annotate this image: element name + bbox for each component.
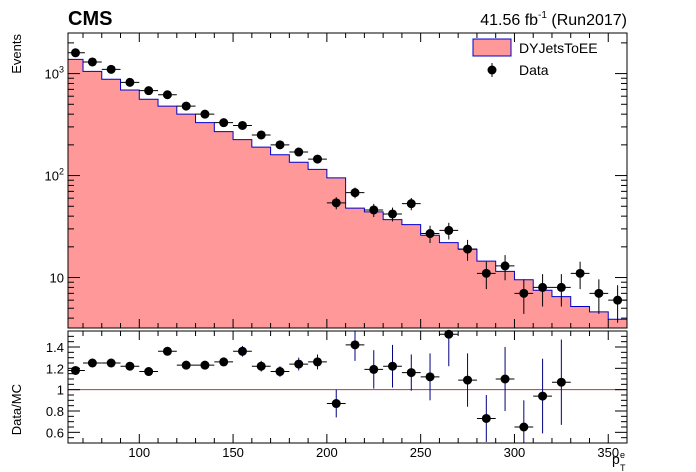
luminosity-label: 41.56 fb-1 (Run2017)	[480, 10, 627, 29]
x-tick-label: 100	[128, 445, 150, 460]
x-tick-label: 200	[316, 445, 338, 460]
x-tick-label: 350	[597, 445, 619, 460]
ratio-y-tick-label: 1.4	[46, 340, 64, 355]
ratio-point	[312, 357, 322, 367]
data-point	[444, 225, 454, 235]
ratio-point	[144, 367, 154, 377]
ratio-point	[350, 340, 360, 350]
ratio-point	[369, 364, 379, 374]
data-point	[237, 120, 247, 130]
legend-mc-swatch	[472, 38, 512, 57]
data-point	[594, 288, 604, 298]
ratio-point	[444, 329, 454, 339]
data-point	[162, 90, 172, 100]
data-point	[575, 268, 585, 278]
data-point	[219, 118, 229, 128]
ratio-point	[162, 346, 172, 356]
ratio-point	[106, 358, 116, 368]
ratio-point	[538, 391, 548, 401]
experiment-label: CMS	[68, 8, 112, 30]
ratio-point	[425, 372, 435, 382]
ratio-point	[181, 360, 191, 370]
ratio-y-axis-title: Data/MC	[9, 384, 24, 435]
ratio-point	[406, 368, 416, 378]
ratio-point	[500, 374, 510, 384]
x-axis-title-subscript: T	[620, 463, 626, 472]
ratio-point	[219, 357, 229, 367]
x-axis-title: p	[612, 451, 620, 467]
data-point	[71, 48, 81, 58]
legend-data-marker	[487, 65, 497, 75]
ratio-y-tick-label: 0.8	[46, 404, 64, 419]
y-tick-label: 103	[45, 65, 64, 82]
data-point	[144, 86, 154, 96]
data-point	[294, 147, 304, 157]
data-point	[331, 198, 341, 208]
data-point	[106, 64, 116, 74]
ratio-point	[125, 361, 135, 371]
ratio-point	[519, 422, 529, 432]
data-point	[200, 109, 210, 119]
ratio-point	[200, 360, 210, 370]
data-point	[350, 188, 360, 198]
data-point	[87, 57, 97, 67]
ratio-point	[87, 358, 97, 368]
y-axis-title: Events	[9, 34, 24, 74]
data-point	[519, 288, 529, 298]
data-point	[181, 101, 191, 111]
data-point	[556, 282, 566, 292]
data-point	[425, 229, 435, 239]
ratio-point	[256, 361, 266, 371]
ratio-point	[275, 367, 285, 377]
ratio-y-tick-label: 1	[57, 383, 64, 398]
x-tick-label: 300	[504, 445, 526, 460]
data-point	[481, 268, 491, 278]
main-panel: 10 102 103 Events	[9, 32, 628, 329]
x-axis-title-superscript: e	[620, 450, 625, 460]
data-point	[613, 295, 623, 305]
ratio-panel: 0.6 0.8 1 1.2 1.4 100 150 200 250 300 350 Data/MC p e…	[9, 329, 628, 472]
data-point	[406, 199, 416, 209]
ratio-y-tick-label: 1.2	[46, 361, 64, 376]
data-point	[312, 154, 322, 164]
data-point	[125, 77, 135, 87]
mc-histogram-outline	[68, 58, 627, 320]
legend: DYJetsToEE Data	[472, 38, 598, 78]
y-tick-label: 102	[45, 167, 64, 184]
ratio-point	[237, 346, 247, 356]
ratio-point	[294, 359, 304, 369]
x-tick-label: 250	[410, 445, 432, 460]
ratio-frame	[67, 330, 628, 444]
data-point	[388, 209, 398, 219]
legend-data-label: Data	[519, 62, 549, 78]
mc-histogram-fill	[68, 59, 627, 328]
ratio-point	[331, 399, 341, 409]
legend-mc-label: DYJetsToEE	[519, 40, 598, 56]
data-point	[275, 140, 285, 150]
ratio-point	[463, 375, 473, 385]
data-point	[463, 244, 473, 254]
y-tick-label: 10	[50, 271, 64, 286]
ratio-y-tick-label: 0.6	[46, 425, 64, 440]
ratio-point	[481, 413, 491, 423]
data-point	[538, 282, 548, 292]
data-point	[369, 205, 379, 215]
data-point	[256, 130, 266, 140]
x-tick-label: 150	[222, 445, 244, 460]
data-point	[500, 261, 510, 271]
ratio-point	[556, 377, 566, 387]
ratio-point	[388, 361, 398, 371]
